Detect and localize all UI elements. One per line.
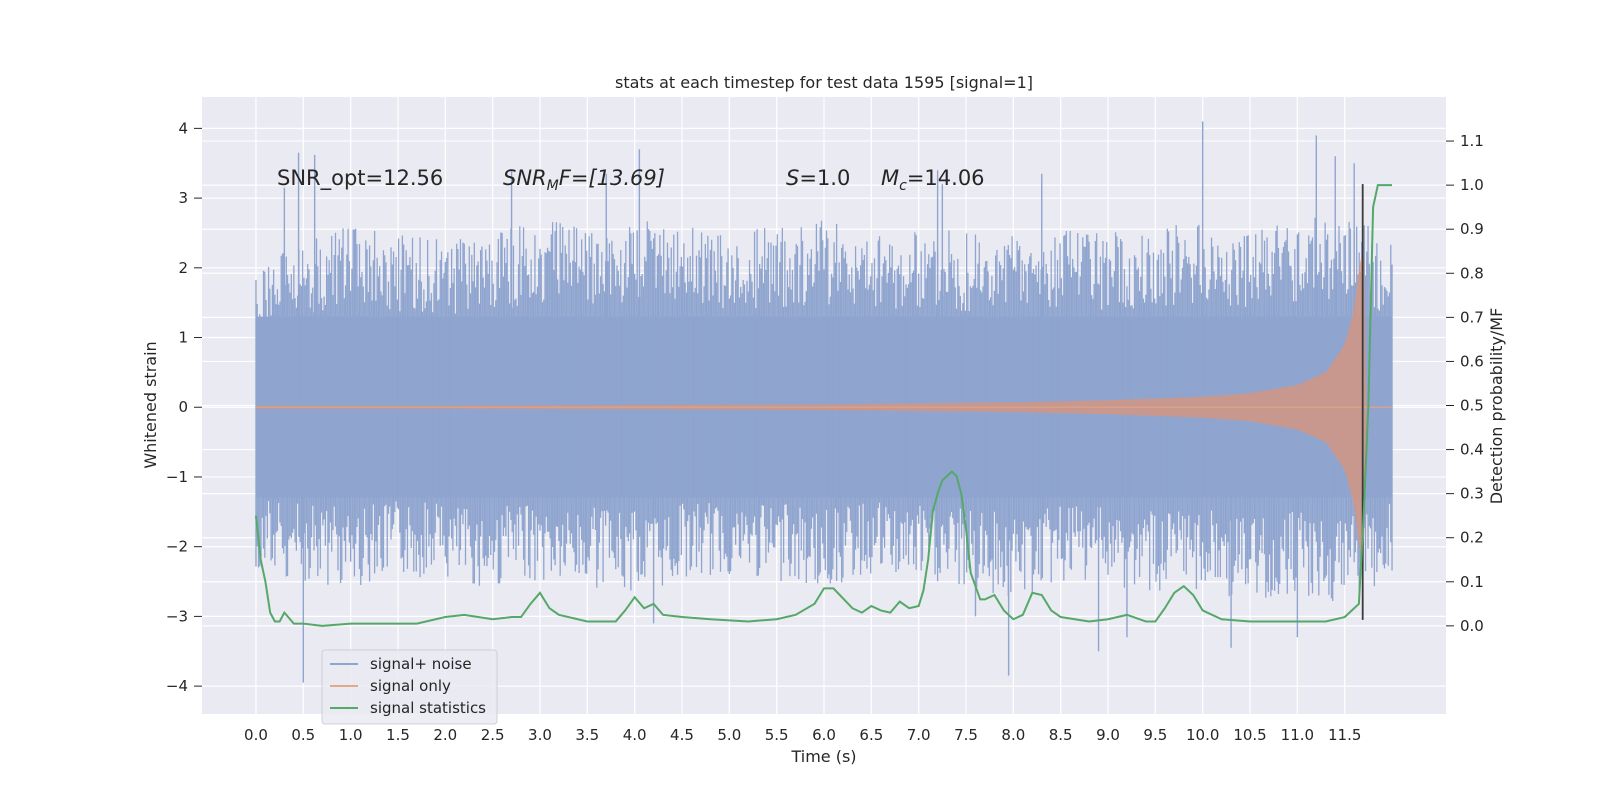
x-axis-label: Time (s) [790,747,856,766]
y-right-tick-label: 0.2 [1460,529,1484,547]
y-right-axis-label: Detection probability/MF [1487,308,1506,505]
y-right-tick-label: 0.6 [1460,352,1484,370]
y-tick-label: 2 [178,259,188,277]
y-tick-label: −2 [166,538,188,556]
x-tick-label: 4.0 [623,726,647,744]
x-tick-label: 2.5 [481,726,505,744]
legend-label-signal-noise: signal+ noise [370,655,472,673]
x-tick-label: 6.5 [859,726,883,744]
series-signal-statistics [254,184,1393,627]
legend-label-signal-statistics: signal statistics [370,699,486,717]
x-tick-label: 10.5 [1233,726,1266,744]
y-right-tick-label: 1.1 [1460,132,1484,150]
y-right-tick-label: 0.9 [1460,220,1484,238]
x-tick-label: 2.0 [433,726,457,744]
y-tick-label: 4 [178,119,188,137]
y-right-tick-label: 0.3 [1460,485,1484,503]
y-tick-label: −1 [166,468,188,486]
annotation-s: S=1.0 [786,166,850,190]
x-tick-label: 11.0 [1281,726,1314,744]
y-right-tick-label: 0.7 [1460,308,1484,326]
x-tick-label: 10.0 [1186,726,1219,744]
series-signal-only [255,246,1393,568]
y-right-tick-label: 0.8 [1460,264,1484,282]
annotation-snr-mf-sub: M [547,178,559,194]
annotation-s-var: S [786,166,799,190]
signal-statistics-line [254,184,1393,627]
x-tick-label: 5.0 [717,726,741,744]
annotation-snr-opt: SNR_opt=12.56 [277,166,443,191]
y-right-tick-label: 0.1 [1460,573,1484,591]
annotation-mc-rest: =14.06 [907,166,985,190]
y-right-tick-label: 0.0 [1460,617,1484,635]
legend-label-signal-only: signal only [370,677,451,695]
annotation-mc-var: M [881,166,899,190]
x-tick-label: 9.0 [1096,726,1120,744]
chart-title: stats at each timestep for test data 159… [615,73,1033,92]
x-tick-label: 0.0 [244,726,268,744]
x-tick-label: 3.0 [528,726,552,744]
y-tick-label: 0 [178,398,188,416]
x-tick-label: 3.5 [575,726,599,744]
y-right-tick-label: 0.4 [1460,441,1484,459]
x-axis-ticks: 0.0 0.5 1.0 1.5 2.0 2.5 3.0 3.5 4.0 4.5 5.0 5.5 6.0 6… [244,726,1361,744]
annotation-s-rest: =1.0 [799,166,850,190]
legend-box [321,649,498,725]
y-right-tick-label: 1.0 [1460,176,1484,194]
y-axis-label: Whitened strain [141,341,160,468]
y-right-tick-label: 0.5 [1460,397,1484,415]
annotation-mc: Mc=14.06 [881,166,985,194]
x-tick-label: 7.5 [954,726,978,744]
x-tick-label: 9.5 [1143,726,1167,744]
x-tick-label: 8.0 [1001,726,1025,744]
x-tick-label: 1.0 [339,726,363,744]
x-tick-label: 11.5 [1328,726,1361,744]
y-tick-label: 3 [178,189,188,207]
y-tick-label: −3 [166,607,188,625]
legend: signal+ noise signal only signal statist… [321,649,498,725]
annotation-snr-mf-base: SNR [503,166,547,190]
x-tick-label: 1.5 [386,726,410,744]
annotation-snr-mf-rest: F=[13.69] [559,166,665,190]
y-axis-ticks: −4 −3 −2 −1 0 1 2 3 4 [166,119,202,695]
x-tick-label: 4.5 [670,726,694,744]
x-tick-label: 5.5 [765,726,789,744]
x-tick-label: 6.0 [812,726,836,744]
annotation-mc-sub: c [899,178,907,194]
x-tick-label: 7.0 [907,726,931,744]
y-tick-label: −4 [166,677,188,695]
x-tick-label: 0.5 [291,726,315,744]
y-tick-label: 1 [178,329,188,347]
annotation-snr-mf: SNRMF=[13.69] [503,166,665,194]
y-right-axis-ticks: 0.0 0.1 0.2 0.3 0.4 0.5 0.6 0.7 0.8 0.9 1.0 1.1 [1446,132,1484,635]
x-tick-label: 8.5 [1049,726,1073,744]
